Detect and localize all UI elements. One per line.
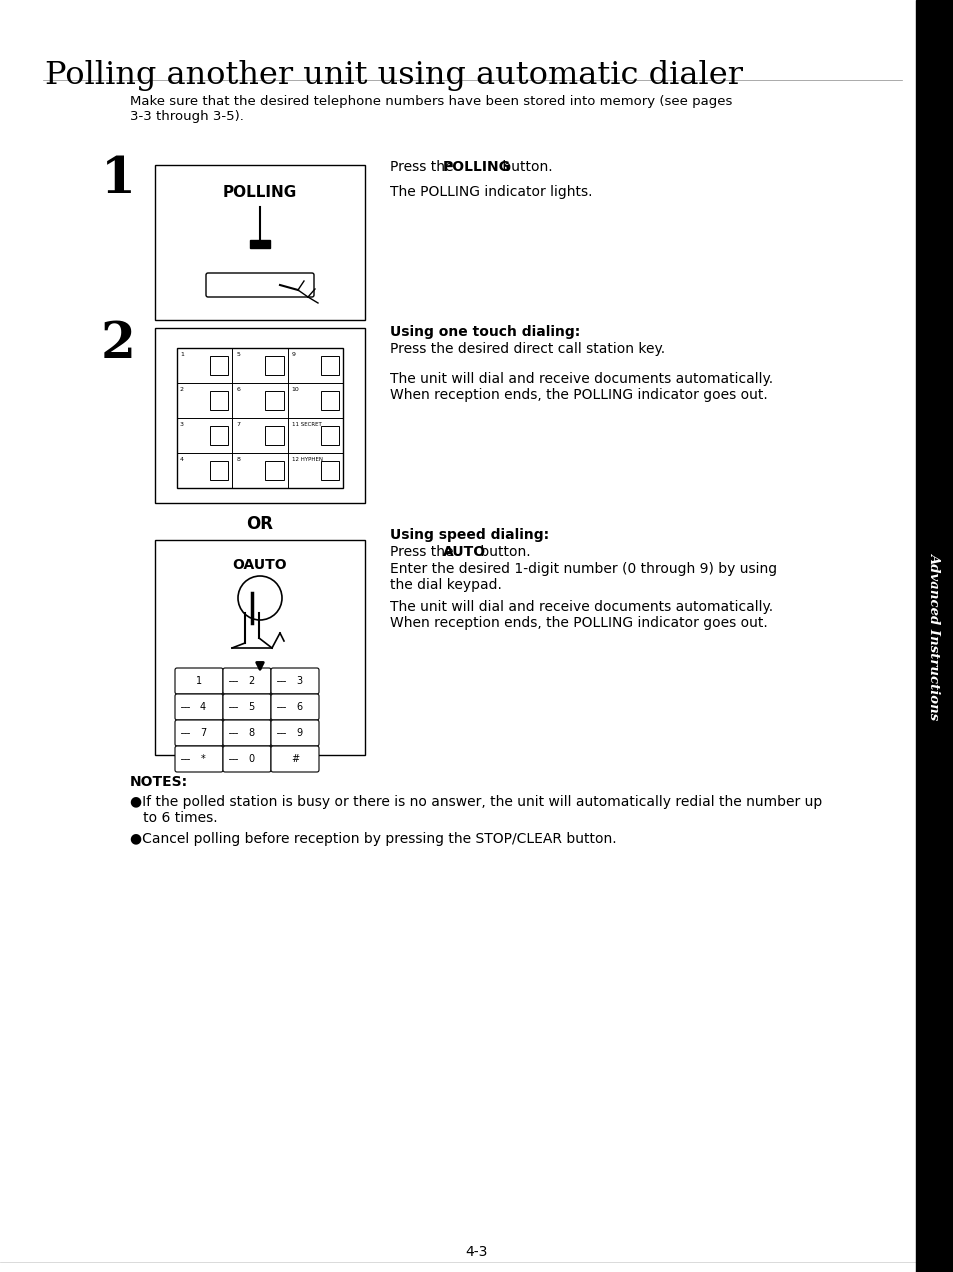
Text: 11 SECRET: 11 SECRET [292, 422, 321, 427]
Bar [265, 462, 283, 480]
Text: ●If the polled station is busy or there is no answer, the unit will automaticall: ●If the polled station is busy or there … [130, 795, 821, 826]
FancyBboxPatch shape [223, 695, 271, 720]
Bar [210, 426, 228, 445]
Text: 5: 5 [248, 702, 253, 712]
FancyBboxPatch shape [174, 668, 223, 695]
Text: AUTO: AUTO [442, 544, 486, 558]
Text: 2: 2 [180, 387, 184, 392]
Bar [210, 356, 228, 374]
Bar [265, 426, 283, 445]
Text: The unit will dial and receive documents automatically.
When reception ends, the: The unit will dial and receive documents… [390, 600, 772, 630]
Text: 2: 2 [248, 675, 253, 686]
Text: Press the: Press the [390, 544, 457, 558]
Text: 4-3: 4-3 [465, 1245, 488, 1259]
Bar [154, 165, 365, 321]
Text: 2: 2 [100, 321, 135, 369]
Text: Make sure that the desired telephone numbers have been stored into memory (see p: Make sure that the desired telephone num… [130, 95, 732, 123]
Text: OAUTO: OAUTO [233, 558, 287, 572]
Text: Using speed dialing:: Using speed dialing: [390, 528, 549, 542]
Text: 0: 0 [248, 754, 253, 764]
Text: 6: 6 [295, 702, 302, 712]
Bar [265, 392, 283, 410]
Bar [154, 328, 365, 502]
Text: OR: OR [246, 515, 274, 533]
Text: 4: 4 [180, 457, 184, 462]
Text: 1: 1 [195, 675, 202, 686]
Text: 4: 4 [200, 702, 206, 712]
FancyBboxPatch shape [174, 695, 223, 720]
Bar [154, 541, 365, 756]
Bar [210, 462, 228, 480]
Text: 9: 9 [292, 352, 295, 357]
Text: POLLING: POLLING [223, 184, 296, 200]
Text: 10: 10 [292, 387, 299, 392]
Text: 1: 1 [180, 352, 184, 357]
Text: Polling another unit using automatic dialer: Polling another unit using automatic dia… [45, 60, 742, 92]
Text: 6: 6 [236, 387, 240, 392]
Text: The POLLING indicator lights.: The POLLING indicator lights. [390, 184, 592, 198]
Text: button.: button. [476, 544, 530, 558]
FancyBboxPatch shape [223, 668, 271, 695]
FancyBboxPatch shape [174, 745, 223, 772]
Text: 9: 9 [295, 728, 302, 738]
Bar [210, 392, 228, 410]
Text: Press the desired direct call station key.: Press the desired direct call station ke… [390, 342, 664, 356]
Bar [915, 0, 953, 1272]
Text: POLLING: POLLING [442, 160, 511, 174]
Bar [265, 356, 283, 374]
Text: 3: 3 [295, 675, 302, 686]
FancyBboxPatch shape [271, 745, 318, 772]
Text: Using one touch dialing:: Using one touch dialing: [390, 326, 579, 340]
FancyBboxPatch shape [271, 668, 318, 695]
Text: 12 HYPHEN: 12 HYPHEN [292, 457, 322, 462]
Text: button.: button. [497, 160, 552, 174]
Text: 7: 7 [236, 422, 240, 427]
Text: Enter the desired 1-digit number (0 through 9) by using
the dial keypad.: Enter the desired 1-digit number (0 thro… [390, 562, 777, 593]
Text: 8: 8 [248, 728, 253, 738]
Text: The unit will dial and receive documents automatically.
When reception ends, the: The unit will dial and receive documents… [390, 371, 772, 402]
Text: ●Cancel polling before reception by pressing the STOP/CLEAR button.: ●Cancel polling before reception by pres… [130, 832, 616, 846]
Text: Advanced Instructions: Advanced Instructions [927, 552, 941, 720]
FancyBboxPatch shape [223, 720, 271, 745]
Bar [320, 426, 338, 445]
Bar [320, 356, 338, 374]
Text: 5: 5 [236, 352, 240, 357]
Text: *: * [200, 754, 205, 764]
FancyBboxPatch shape [223, 745, 271, 772]
Text: NOTES:: NOTES: [130, 775, 188, 789]
Bar [320, 392, 338, 410]
FancyBboxPatch shape [271, 720, 318, 745]
FancyBboxPatch shape [271, 695, 318, 720]
FancyBboxPatch shape [206, 273, 314, 296]
Text: #: # [291, 754, 298, 764]
Text: Press the: Press the [390, 160, 457, 174]
Bar [320, 462, 338, 480]
Text: 7: 7 [200, 728, 206, 738]
Text: 8: 8 [236, 457, 240, 462]
Text: 1: 1 [100, 155, 135, 204]
Bar [250, 240, 270, 248]
FancyBboxPatch shape [174, 720, 223, 745]
Text: 3: 3 [180, 422, 184, 427]
Bar [177, 349, 343, 488]
